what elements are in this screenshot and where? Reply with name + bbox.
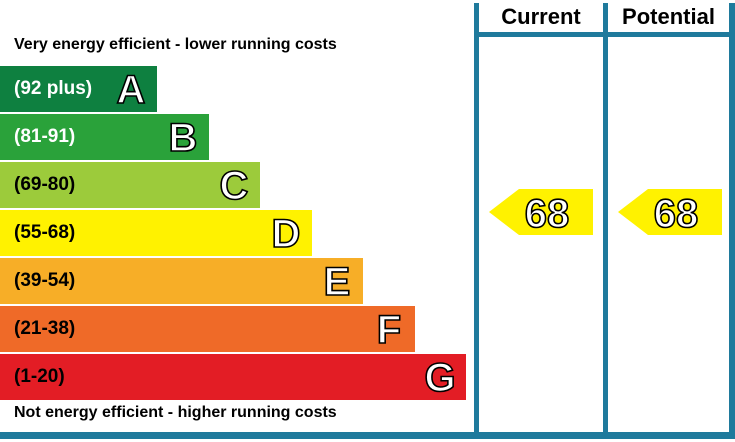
current-rating-value: 68 — [525, 192, 570, 236]
current-rating-marker: 68 — [489, 189, 593, 237]
marker-arrow-shape — [618, 189, 722, 235]
band-range-label: (1-20) — [14, 366, 65, 387]
band-letter-b: B — [168, 115, 198, 161]
marker-arrow-shape — [489, 189, 593, 235]
potential-rating-value: 68 — [654, 192, 699, 236]
caption-very-efficient: Very energy efficient - lower running co… — [14, 36, 337, 53]
band-letter-g: G — [424, 355, 457, 401]
band-e: (39-54) E — [0, 258, 363, 305]
band-letter-c: C — [219, 163, 249, 209]
band-letter-f: F — [376, 307, 402, 353]
band-b: (81-91) B — [0, 114, 209, 161]
svg-text:D: D — [272, 212, 301, 256]
svg-text:C: C — [220, 164, 249, 208]
svg-text:A: A — [117, 68, 146, 112]
frame-right-line — [729, 3, 735, 439]
potential-rating-marker: 68 — [618, 189, 722, 237]
band-range-label: (81-91) — [14, 126, 76, 147]
svg-text:G: G — [424, 356, 455, 400]
band-range-label: (55-68) — [14, 222, 76, 243]
band-range-label: (39-54) — [14, 270, 76, 291]
svg-text:E: E — [324, 260, 351, 304]
band-f: (21-38) F — [0, 306, 415, 353]
bottom-rule — [0, 432, 735, 439]
band-a: (92 plus) A — [0, 66, 157, 113]
band-g: (1-20) G — [0, 354, 466, 401]
band-letter-e: E — [323, 259, 351, 305]
band-letter-a: A — [116, 67, 146, 113]
header-divider — [474, 32, 735, 37]
svg-text:B: B — [169, 116, 198, 160]
caption-not-efficient: Not energy efficient - higher running co… — [14, 404, 337, 421]
svg-text:F: F — [377, 308, 401, 352]
potential-header: Potential — [622, 4, 715, 29]
band-c: (69-80) C — [0, 162, 260, 209]
band-range-label: (92 plus) — [14, 78, 93, 99]
frame-left-line — [474, 3, 479, 439]
band-d: (55-68) D — [0, 210, 312, 257]
band-letter-d: D — [271, 211, 301, 257]
frame-middle-line — [603, 3, 608, 439]
current-header: Current — [501, 4, 581, 29]
band-range-label: (69-80) — [14, 174, 76, 195]
band-range-label: (21-38) — [14, 318, 76, 339]
